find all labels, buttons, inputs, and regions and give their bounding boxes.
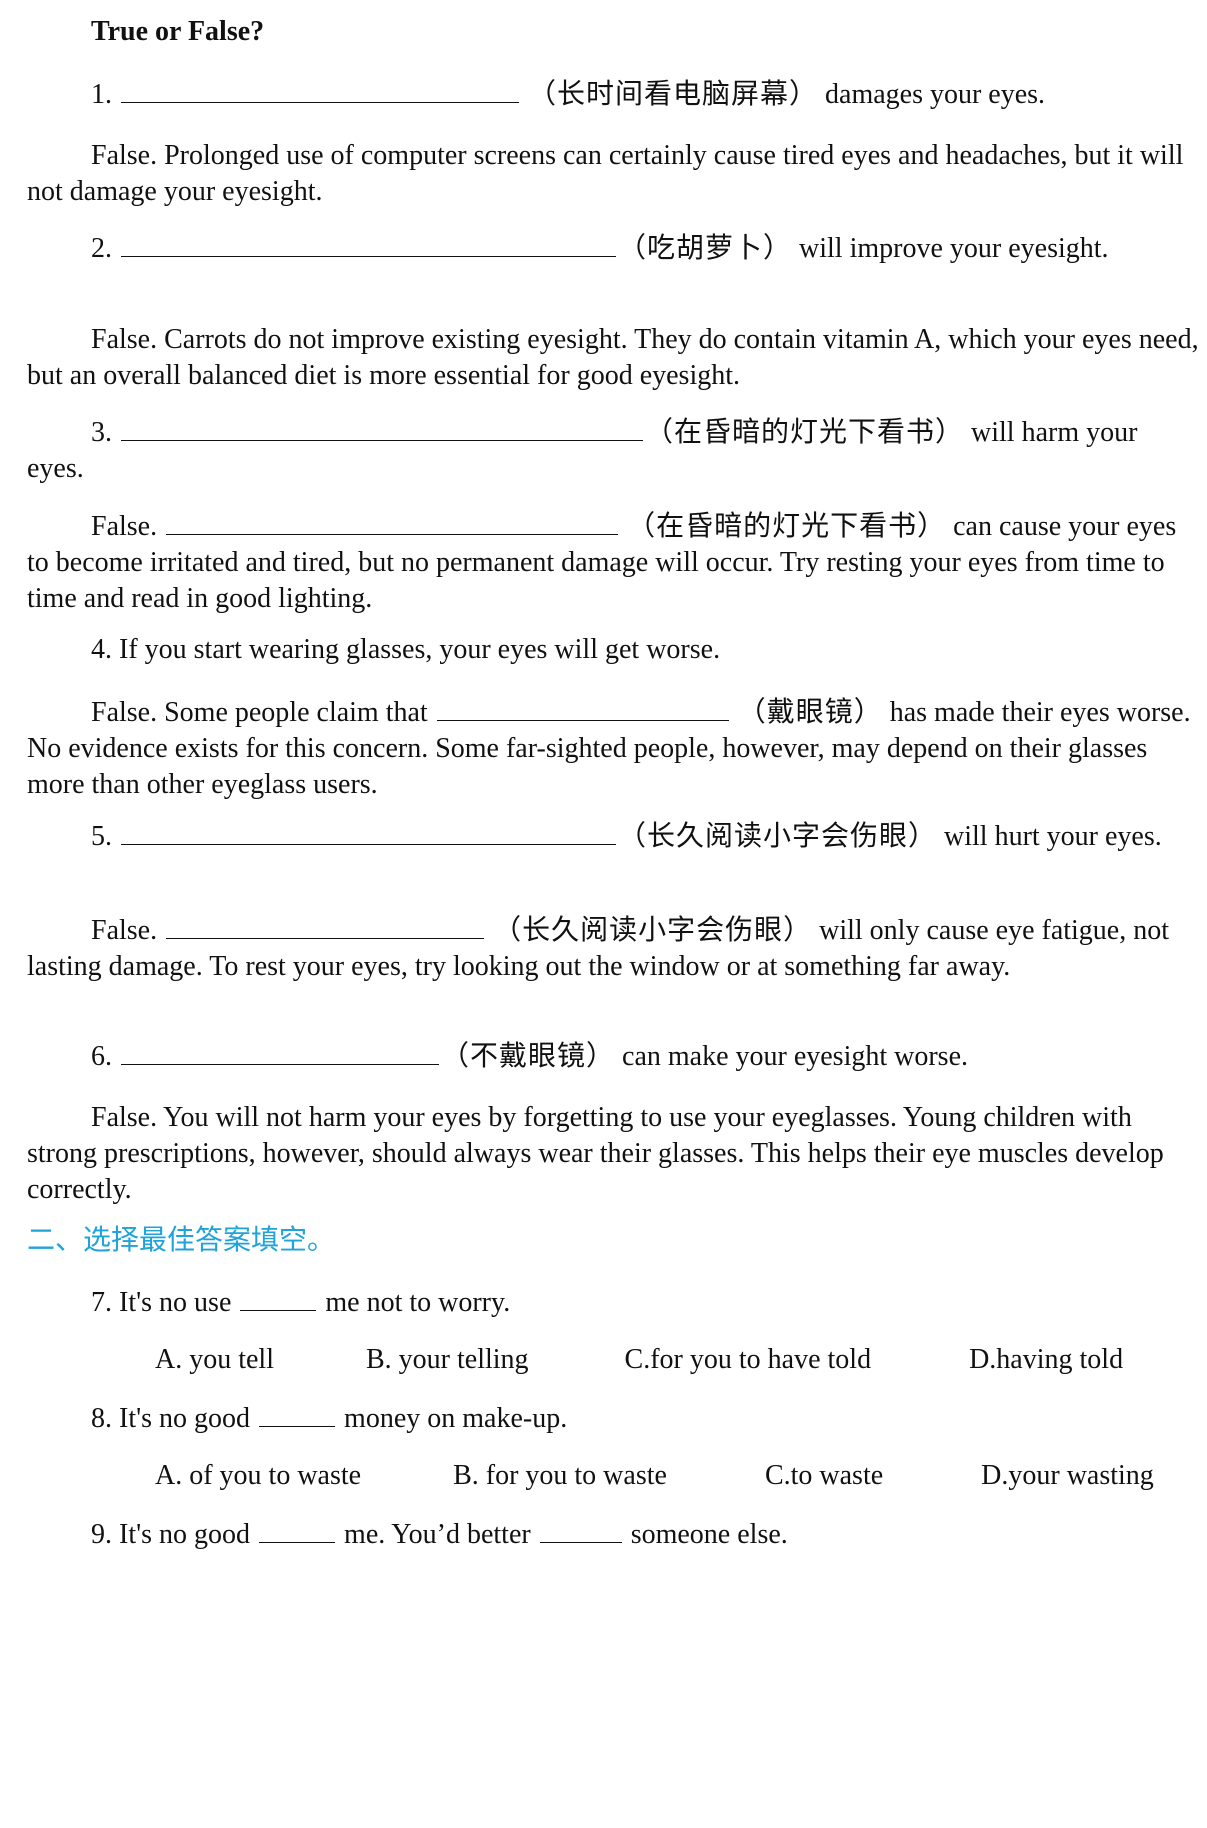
option-b[interactable]: B. for you to waste (453, 1460, 667, 1491)
answer-2-text: False. Carrots do not improve existing e… (27, 324, 1199, 391)
answer-blank[interactable] (166, 508, 619, 535)
option-a[interactable]: A. of you to waste (155, 1460, 362, 1491)
question-3-hint: （在昏暗的灯光下看书） (645, 415, 965, 448)
option-d[interactable]: D.your wasting (981, 1460, 1154, 1491)
question-8-text-after: money on make-up. (344, 1403, 568, 1434)
answer-4: False. Some people claim that （戴眼镜） has … (27, 694, 1199, 803)
answer-1: False. Prolonged use of computer screens… (27, 138, 1199, 210)
answer-blank[interactable] (121, 1038, 439, 1065)
answer-blank[interactable] (240, 1284, 317, 1311)
answer-1-text: False. Prolonged use of computer screens… (27, 140, 1184, 207)
question-8-options: A. of you to waste B. for you to waste C.t… (27, 1458, 1199, 1494)
question-4: 4. If you start wearing glasses, your ey… (27, 632, 1199, 668)
option-c[interactable]: C.to waste (764, 1460, 884, 1491)
question-9-text-before: 9. It's no good (91, 1519, 251, 1550)
answer-5-hint: （长久阅读小字会伤眼） (493, 913, 813, 946)
question-2-hint: （吃胡萝卜） (618, 231, 793, 264)
section-2-title-text: 二、选择最佳答案填空。 (27, 1223, 336, 1256)
question-9: 9. It's no good me. You’d better someone… (27, 1516, 1199, 1553)
question-1-text: damages your eyes. (818, 79, 1046, 110)
question-3: 3. （在昏暗的灯光下看书） will harm your eyes. (27, 414, 1199, 487)
answer-blank[interactable] (121, 76, 519, 103)
question-9-text-after: someone else. (630, 1519, 788, 1550)
question-8-text-before: 8. It's no good (91, 1403, 251, 1434)
question-2: 2. （吃胡萝卜） will improve your eyesight. (27, 230, 1199, 267)
option-b[interactable]: B. your telling (366, 1344, 529, 1375)
question-7-text-before: 7. It's no use (91, 1287, 232, 1318)
answer-5: False. （长久阅读小字会伤眼） will only cause eye f… (27, 912, 1199, 985)
answer-blank[interactable] (259, 1516, 336, 1543)
answer-blank[interactable] (121, 818, 616, 845)
section-2-title: 二、选择最佳答案填空。 (27, 1222, 1199, 1258)
question-3-text: will harm your eyes. (27, 417, 1138, 484)
answer-blank[interactable] (121, 230, 616, 257)
question-7: 7. It's no use me not to worry. (27, 1284, 1199, 1321)
question-7-text-after: me not to worry. (325, 1287, 511, 1318)
question-9-text-middle: me. You’d better (344, 1519, 531, 1550)
answer-4-lead: False. Some people claim that (91, 697, 428, 728)
answer-blank[interactable] (436, 694, 729, 721)
answer-6-text: False. You will not harm your eyes by fo… (27, 1102, 1164, 1205)
answer-blank[interactable] (539, 1516, 622, 1543)
question-2-number: 2. (91, 233, 112, 264)
question-6: 6. （不戴眼镜） can make your eyesight worse. (27, 1038, 1199, 1075)
question-4-text: 4. If you start wearing glasses, your ey… (91, 634, 721, 665)
option-a[interactable]: A. you tell (155, 1344, 274, 1375)
answer-blank[interactable] (259, 1400, 336, 1427)
answer-3-lead: False. (91, 511, 158, 542)
question-5-number: 5. (91, 821, 112, 852)
answer-2: False. Carrots do not improve existing e… (27, 322, 1199, 394)
option-c[interactable]: C.for you to have told (624, 1344, 872, 1375)
question-6-hint: （不戴眼镜） (441, 1039, 616, 1072)
answer-4-hint: （戴眼镜） (737, 695, 883, 728)
question-3-number: 3. (91, 417, 112, 448)
answer-6: False. You will not harm your eyes by fo… (27, 1100, 1199, 1208)
answer-5-text: will only cause eye fatigue, not lasting… (27, 915, 1170, 982)
answer-blank[interactable] (166, 912, 485, 939)
question-1-hint: （长时间看电脑屏幕） (528, 77, 819, 110)
answer-4-text: has made their eyes worse. No evidence e… (27, 697, 1191, 800)
question-1-number: 1. (91, 79, 112, 110)
heading-text: True or False? (91, 16, 265, 47)
answer-3-text: can cause your eyes to become irritated … (27, 511, 1177, 614)
option-d[interactable]: D.having told (969, 1344, 1124, 1375)
question-5: 5. （长久阅读小字会伤眼） will hurt your eyes. (27, 818, 1199, 855)
question-7-options: A. you tell B. your telling C.for you to h… (27, 1342, 1199, 1378)
question-1: 1. （长时间看电脑屏幕） damages your eyes. (27, 76, 1199, 113)
answer-3-hint: （在昏暗的灯光下看书） (627, 509, 947, 542)
question-5-hint: （长久阅读小字会伤眼） (618, 819, 938, 852)
heading-true-or-false: True or False? (27, 14, 1199, 50)
question-5-text: will hurt your eyes. (937, 821, 1162, 852)
question-6-number: 6. (91, 1041, 112, 1072)
answer-5-lead: False. (91, 915, 158, 946)
question-8: 8. It's no good money on make-up. (27, 1400, 1199, 1437)
answer-3: False. （在昏暗的灯光下看书） can cause your eyes t… (27, 508, 1199, 617)
question-6-text: can make your eyesight worse. (615, 1041, 969, 1072)
question-2-text: will improve your eyesight. (792, 233, 1109, 264)
answer-blank[interactable] (121, 414, 643, 441)
